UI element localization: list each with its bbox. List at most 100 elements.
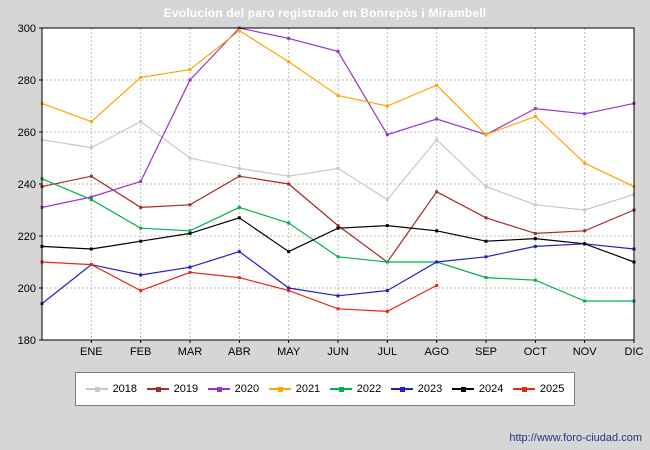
series-marker-2025 xyxy=(139,289,143,293)
series-marker-2020 xyxy=(336,49,340,53)
series-marker-2024 xyxy=(336,226,340,230)
legend-item-2018: 2018 xyxy=(85,383,137,395)
series-marker-2018 xyxy=(287,174,291,178)
series-marker-2019 xyxy=(435,190,439,194)
series-marker-2025 xyxy=(89,263,93,267)
series-marker-2021 xyxy=(237,29,241,33)
legend-marker xyxy=(521,386,527,392)
series-marker-2020 xyxy=(287,36,291,40)
series-marker-2023 xyxy=(484,255,488,259)
y-tick-label: 200 xyxy=(18,283,36,295)
series-marker-2023 xyxy=(237,250,241,254)
series-marker-2024 xyxy=(533,237,537,241)
series-marker-2020 xyxy=(533,107,537,111)
series-marker-2025 xyxy=(336,307,340,311)
series-marker-2018 xyxy=(533,203,537,207)
series-marker-2022 xyxy=(336,255,340,259)
series-marker-2025 xyxy=(188,270,192,274)
legend-marker xyxy=(155,386,161,392)
series-marker-2019 xyxy=(533,231,537,235)
series-marker-2019 xyxy=(583,229,587,233)
series-marker-2022 xyxy=(139,226,143,230)
legend-marker xyxy=(460,386,466,392)
series-marker-2019 xyxy=(139,205,143,209)
series-marker-2022 xyxy=(188,229,192,233)
x-tick-label: MAY xyxy=(277,346,301,358)
x-tick-label: SEP xyxy=(475,346,497,358)
series-marker-2018 xyxy=(583,208,587,212)
series-marker-2021 xyxy=(287,60,291,64)
series-marker-2023 xyxy=(435,260,439,264)
series-marker-2021 xyxy=(188,68,192,72)
series-marker-2024 xyxy=(188,231,192,235)
series-marker-2024 xyxy=(385,224,389,228)
series-marker-2020 xyxy=(139,179,143,183)
series-marker-2021 xyxy=(89,120,93,124)
x-tick-label: DIC xyxy=(625,346,644,358)
x-tick-label: JUN xyxy=(327,346,348,358)
series-marker-2021 xyxy=(533,114,537,118)
legend-marker xyxy=(216,386,222,392)
legend-marker xyxy=(399,386,405,392)
series-marker-2025 xyxy=(385,309,389,313)
series-marker-2018 xyxy=(484,185,488,189)
series-marker-2018 xyxy=(188,156,192,160)
x-tick-label: FEB xyxy=(130,346,151,358)
legend-marker xyxy=(94,386,100,392)
legend-label: 2025 xyxy=(539,383,565,395)
series-marker-2024 xyxy=(237,216,241,220)
legend-marker xyxy=(338,386,344,392)
y-tick-label: 220 xyxy=(18,231,36,243)
series-marker-2018 xyxy=(336,166,340,170)
series-marker-2024 xyxy=(484,239,488,243)
series-marker-2023 xyxy=(336,294,340,298)
legend-item-2019: 2019 xyxy=(146,383,199,395)
series-marker-2018 xyxy=(435,138,439,142)
series-marker-2025 xyxy=(435,283,439,287)
y-tick-label: 260 xyxy=(18,127,36,139)
x-tick-label: JUL xyxy=(378,346,398,358)
series-marker-2022 xyxy=(385,260,389,264)
series-marker-2023 xyxy=(385,289,389,293)
legend-item-2024: 2024 xyxy=(451,383,503,395)
legend-line-sample xyxy=(390,386,413,392)
series-marker-2024 xyxy=(435,229,439,233)
series-marker-2022 xyxy=(287,221,291,225)
legend-line-sample xyxy=(207,386,230,392)
series-marker-2025 xyxy=(237,276,241,280)
series-marker-2023 xyxy=(533,244,537,248)
series-marker-2024 xyxy=(89,247,93,251)
series-marker-2024 xyxy=(583,242,587,246)
legend-label: 2023 xyxy=(417,383,443,395)
legend-line-sample xyxy=(85,386,108,392)
series-marker-2021 xyxy=(583,161,587,165)
series-marker-2019 xyxy=(237,174,241,178)
series-marker-2021 xyxy=(435,83,439,87)
series-marker-2024 xyxy=(139,239,143,243)
x-tick-label: MAR xyxy=(178,346,203,358)
legend-label: 2022 xyxy=(356,383,382,395)
chart-legend: 2018 2019 2020 2021 2022 2023 2024 2025 xyxy=(75,372,575,406)
x-tick-label: NOV xyxy=(573,346,598,358)
x-tick-label: AGO xyxy=(424,346,449,358)
y-tick-label: 280 xyxy=(18,75,36,87)
series-marker-2023 xyxy=(287,286,291,290)
series-marker-2019 xyxy=(484,216,488,220)
series-marker-2022 xyxy=(583,299,587,303)
series-marker-2020 xyxy=(385,133,389,137)
chart-title: Evolucion del paro registrado en Bonrepò… xyxy=(163,6,487,20)
series-marker-2021 xyxy=(484,133,488,137)
series-marker-2019 xyxy=(336,224,340,228)
legend-item-2021: 2021 xyxy=(268,383,320,395)
legend-line-sample xyxy=(451,386,474,392)
series-marker-2018 xyxy=(139,120,143,124)
series-marker-2020 xyxy=(435,117,439,121)
legend-item-2025: 2025 xyxy=(512,383,565,395)
series-marker-2021 xyxy=(336,94,340,98)
legend-label: 2019 xyxy=(173,383,199,395)
series-marker-2020 xyxy=(583,112,587,116)
series-marker-2022 xyxy=(484,276,488,280)
series-marker-2023 xyxy=(139,273,143,277)
